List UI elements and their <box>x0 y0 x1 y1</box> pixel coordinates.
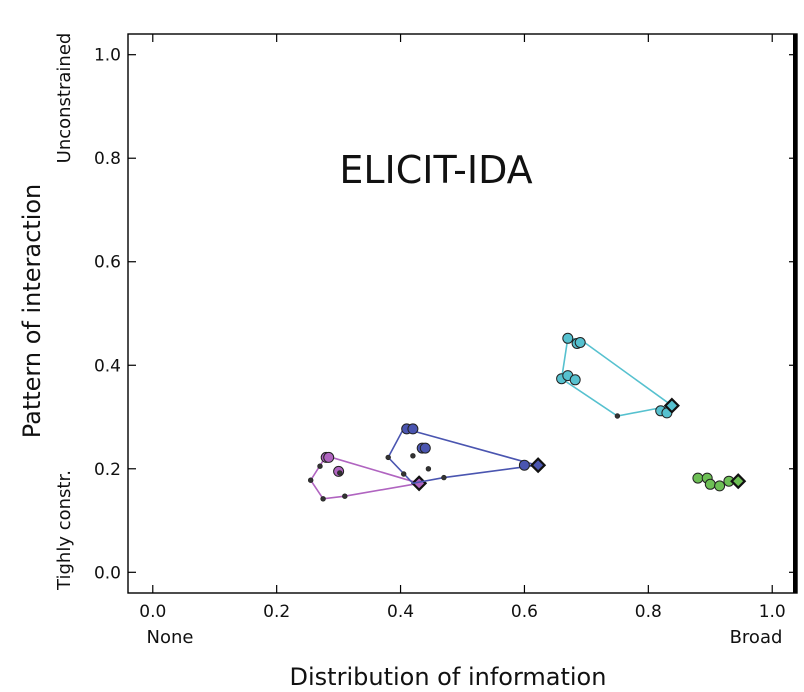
series-group-3 <box>556 332 680 419</box>
data-point <box>407 423 419 435</box>
data-point <box>317 463 323 469</box>
data-point <box>692 472 704 484</box>
x-axis-title: Distribution of information <box>290 663 607 691</box>
data-point <box>704 478 716 490</box>
data-point <box>441 474 447 481</box>
data-point <box>320 496 326 502</box>
plot-area <box>127 33 798 594</box>
data-series <box>308 332 747 502</box>
y-tick-label: 1.0 <box>94 46 121 66</box>
y-tick-label: 0.4 <box>94 356 121 376</box>
data-point <box>337 470 343 476</box>
y-axis-title: Pattern of interaction <box>18 184 46 439</box>
chart-title: ELICIT-IDA <box>339 148 532 192</box>
y-tick-label: 0.8 <box>94 149 121 169</box>
data-point <box>562 332 574 344</box>
x-tick-label: 0.2 <box>263 602 290 622</box>
series-hull-line <box>309 454 420 500</box>
x-tick-label: 1.0 <box>759 602 786 622</box>
y-max-label: Unconstrained <box>54 33 75 164</box>
centroid-diamond-marker <box>663 397 680 414</box>
centroid-diamond-marker <box>730 473 747 490</box>
x-min-label: None <box>147 627 194 648</box>
x-tick-label: 0.8 <box>635 602 662 622</box>
x-max-label: Broad <box>730 627 783 648</box>
y-tick-label: 0.6 <box>94 253 121 273</box>
centroid-diamond-marker <box>530 457 547 474</box>
y-min-label: Tighly constr. <box>54 470 75 591</box>
plot-frame <box>127 33 798 594</box>
data-point <box>410 453 416 459</box>
data-point <box>614 413 621 419</box>
x-tick-label: 0.6 <box>511 602 538 622</box>
y-tick-label: 0.0 <box>94 563 121 583</box>
data-point <box>714 480 726 492</box>
data-point <box>569 374 581 386</box>
x-tick-label: 0.0 <box>139 602 166 622</box>
series-group-1 <box>308 451 428 502</box>
data-point <box>342 493 348 499</box>
series-hull-line <box>387 427 538 485</box>
x-tick-label: 0.4 <box>387 602 414 622</box>
series-group-4 <box>692 472 747 492</box>
data-point <box>425 466 432 472</box>
data-point <box>385 454 391 461</box>
axis-ticks: 0.0 0.2 0.4 0.6 0.8 1.0 0.0 0.2 0.4 0.6 0.8 1.0 <box>94 34 797 622</box>
y-tick-label: 0.2 <box>94 460 121 480</box>
data-point <box>518 459 530 471</box>
data-point <box>323 451 335 463</box>
data-point <box>419 442 431 454</box>
data-point <box>401 471 407 477</box>
data-point <box>574 337 586 348</box>
data-point <box>308 477 314 483</box>
series-group-2 <box>385 423 547 485</box>
